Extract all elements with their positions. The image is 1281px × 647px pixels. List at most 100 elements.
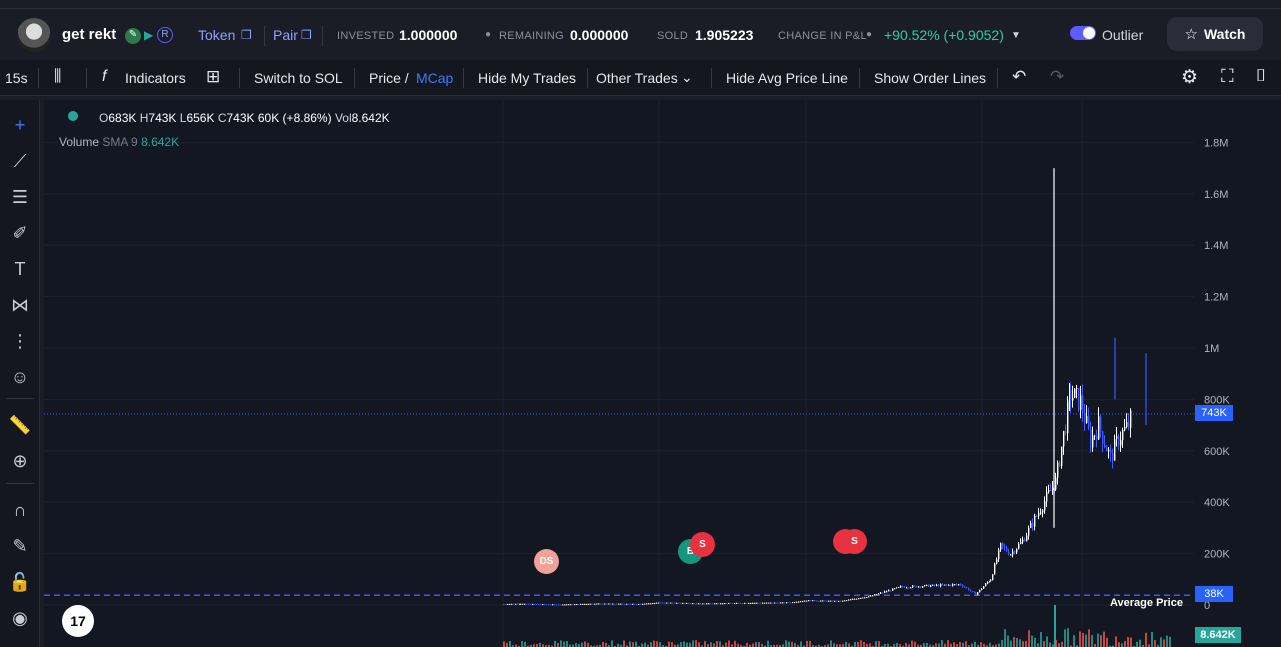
candle-body [1070,390,1072,401]
candle-body [846,600,848,602]
volume-bar [938,643,940,647]
candle-body [1042,510,1044,513]
redo-icon[interactable]: ↷ [1050,67,1065,86]
emoji-icon[interactable]: ☺ [10,366,30,387]
undo-icon[interactable]: ↶ [1012,67,1027,86]
volume-bar [1007,635,1009,647]
eye-icon[interactable]: ◉ [12,607,28,628]
pattern-icon[interactable]: ⋈ [11,294,29,315]
interval-select[interactable]: 15s [5,70,28,86]
volume-bar [1109,645,1111,647]
candle-body [1090,427,1092,448]
volume-bar [974,641,976,647]
candle-body [1128,421,1130,428]
trade-marker-sell[interactable]: S [690,532,715,557]
candle-body [930,585,932,587]
fullscreen-icon[interactable]: ⛶ [1221,66,1234,86]
average-price-label: Average Price [1110,597,1183,609]
volume-bar [677,644,679,647]
candle-body [914,585,916,587]
prediction-icon[interactable]: ⋮ [11,330,29,351]
hide-avg-price-button[interactable]: Hide Avg Price Line [726,70,848,86]
trade-marker-ds[interactable]: DS [534,549,559,574]
volume-bar [563,641,565,647]
volume-bar [1070,645,1072,647]
volume-bar [914,641,916,647]
candle-body [678,602,680,604]
chevron-down-icon[interactable]: ⌄ [681,69,693,85]
open-label: O [99,111,109,125]
trade-marker-sell[interactable]: S [842,529,867,554]
candle-body [1082,395,1084,414]
zoom-in-icon[interactable]: ⊕ [12,450,28,471]
price-toggle[interactable]: Price / [369,70,409,86]
candle-body [586,603,588,605]
copy-icon[interactable]: ❐ [301,28,312,42]
tradingview-logo[interactable]: 17 [62,605,94,637]
volume-bar [524,641,526,647]
watch-button[interactable]: ☆ Watch [1167,17,1263,51]
divider [711,68,712,88]
candle-body [956,584,958,586]
price-chart[interactable]: 1.8M 1.6M 1.4M 1.2M 1M 800K 600K 400K 200K 0 O683… [44,100,1281,647]
candle-body [806,600,808,602]
other-trades-dropdown[interactable]: Other Trades [596,70,678,86]
pair-link[interactable]: Pair [273,27,298,43]
brush-icon[interactable]: ✐ [12,222,28,243]
close-label: C [217,111,227,125]
volume-bar [554,640,556,647]
volume-bar [698,642,700,647]
volume-bar [740,644,742,647]
mcap-toggle[interactable]: MCap [416,70,454,86]
candle-body [772,602,774,604]
pnl-label: CHANGE IN P&L [778,30,867,42]
play-icon[interactable]: ▶ [144,28,154,42]
ruler-icon[interactable]: 📏 [8,414,32,435]
chevron-down-icon[interactable]: ▼ [1011,30,1021,41]
crosshair-icon[interactable]: + [14,114,26,135]
volume-bar [1154,640,1156,647]
volume-bar [896,642,898,647]
volume-bar [770,645,772,647]
lock-icon[interactable]: 🔓 [8,571,32,592]
volume-bar [1097,633,1099,647]
candle-body [634,603,636,605]
candle-body [848,599,850,601]
invested-value: 1.000000 [399,27,458,43]
candle-body [676,602,678,604]
settings-gear-icon[interactable]: ⚙ [1181,67,1199,88]
outlier-toggle[interactable] [1070,26,1096,40]
hide-my-trades-button[interactable]: Hide My Trades [478,70,577,86]
candle-body [734,602,736,604]
fx-icon[interactable]: f [102,68,107,85]
token-avatar[interactable] [17,18,51,52]
trend-line-icon[interactable]: ⟋ [13,150,27,171]
candle-body [990,580,992,582]
token-link[interactable]: Token [198,27,236,43]
volume-bar [848,643,850,647]
layout-grid-icon[interactable]: ⊞ [206,67,221,86]
horizontal-lines-icon[interactable]: ☰ [11,186,29,207]
show-order-lines-button[interactable]: Show Order Lines [874,70,987,86]
lock-drawing-icon[interactable]: ✎ [12,535,28,556]
volume-bar [1052,644,1054,647]
candle-type-icon[interactable]: ⫼ [54,68,62,85]
volume-bar [764,645,766,647]
candle-body [682,602,684,604]
chart-canvas[interactable]: 1.8M 1.6M 1.4M 1.2M 1M 800K 600K 400K 200K 0 [44,100,1281,647]
volume-bar [1127,636,1129,647]
switch-sol-button[interactable]: Switch to SOL [254,70,343,86]
volume-bar [1046,636,1048,647]
text-icon[interactable]: T [14,258,26,279]
candle-body [648,603,650,605]
magnet-icon[interactable]: ∩ [13,499,27,520]
candle-body [866,597,868,599]
volume-bar [1016,638,1018,647]
sold-value: 1.905223 [695,27,754,43]
y-tick-label: 1M [1204,343,1219,355]
volume-bar [614,645,616,647]
copy-icon[interactable]: ❐ [241,28,252,42]
camera-icon[interactable]: ⌷ [1256,66,1267,85]
volume-bar [917,644,919,647]
indicators-button[interactable]: Indicators [125,70,186,86]
